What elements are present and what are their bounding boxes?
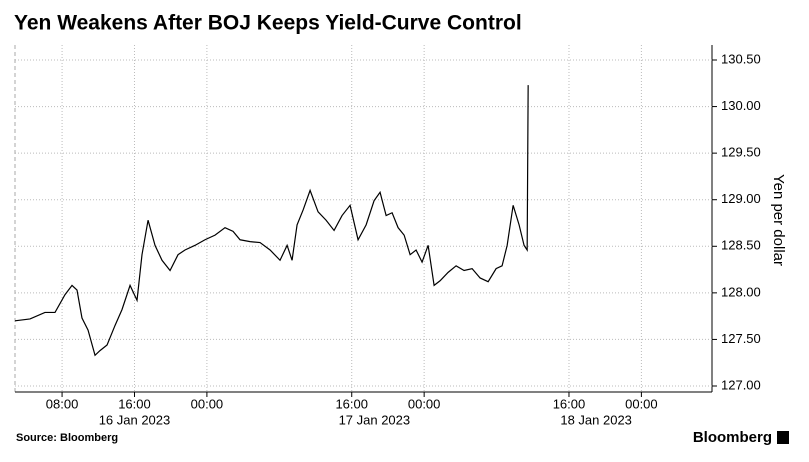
x-tick-label: 16:00: [118, 396, 151, 411]
y-tick-label: 130.50: [721, 51, 761, 66]
brand: Bloomberg: [693, 429, 772, 446]
x-tick-label: 00:00: [191, 396, 224, 411]
date-label: 16 Jan 2023: [99, 412, 171, 427]
date-label: 18 Jan 2023: [560, 412, 632, 427]
y-tick-label: 127.00: [721, 377, 761, 392]
x-tick-label: 16:00: [553, 396, 586, 411]
x-tick-label: 16:00: [335, 396, 368, 411]
brand-icon: [777, 431, 789, 444]
x-tick-label: 08:00: [46, 396, 79, 411]
x-tick-label: 00:00: [625, 396, 658, 411]
y-tick-label: 130.00: [721, 98, 761, 113]
y-axis-label: Yen per dollar: [770, 174, 787, 266]
y-tick-label: 127.50: [721, 331, 761, 346]
source: Source: Bloomberg: [16, 432, 118, 444]
x-tick-label: 00:00: [408, 396, 441, 411]
y-tick-label: 129.00: [721, 191, 761, 206]
y-tick-label: 128.00: [721, 284, 761, 299]
chart-title: Yen Weakens After BOJ Keeps Yield-Curve …: [14, 12, 522, 35]
y-tick-label: 128.50: [721, 238, 761, 253]
price-line: [14, 85, 529, 357]
y-tick-label: 129.50: [721, 145, 761, 160]
date-label: 17 Jan 2023: [339, 412, 411, 427]
